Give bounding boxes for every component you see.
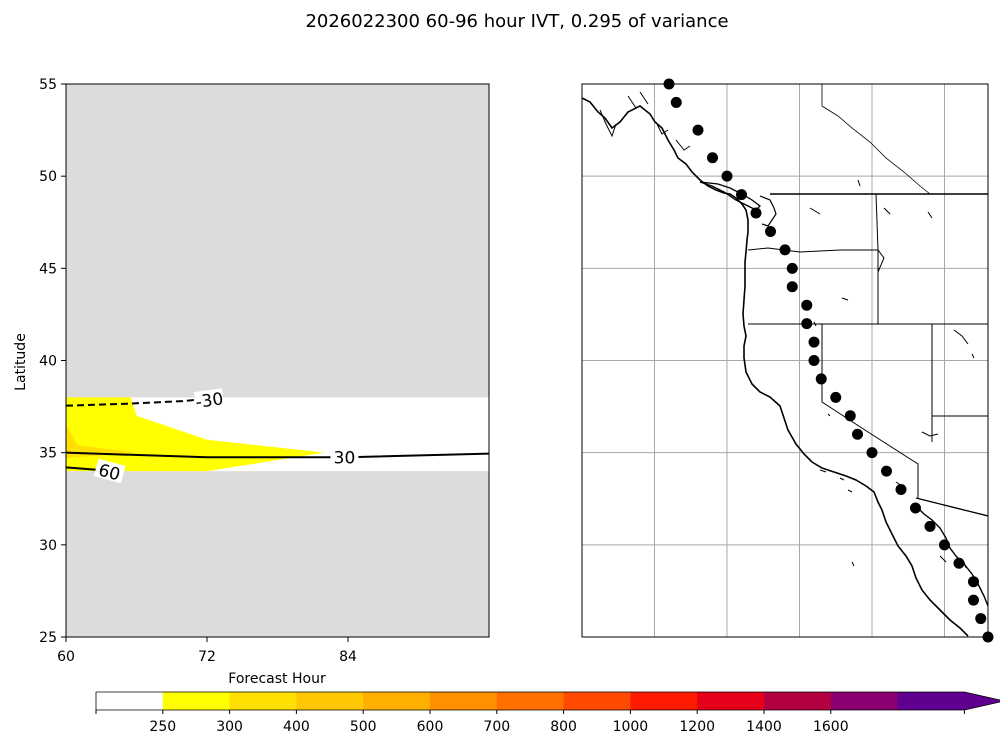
coastal-point xyxy=(830,391,842,403)
x-axis-ticks: 60 72 84 xyxy=(57,637,357,665)
coastal-point xyxy=(939,539,950,551)
y-tick-label: 35 xyxy=(39,446,57,462)
colorbar-cell xyxy=(697,692,765,710)
y-axis-label: Latitude xyxy=(13,333,29,391)
province-borders xyxy=(821,84,931,195)
colorbar-tick-label: 400 xyxy=(283,719,310,735)
colorbar-cell xyxy=(96,692,164,710)
colorbar-cell xyxy=(229,692,297,710)
coastal-point xyxy=(881,465,892,477)
x-tick-label: 72 xyxy=(198,649,216,665)
colorbar-tick-label: 1000 xyxy=(613,719,649,735)
coastal-point xyxy=(808,355,820,366)
y-tick-label: 55 xyxy=(39,77,57,93)
x-tick-label: 60 xyxy=(57,649,75,665)
coastal-point xyxy=(736,189,747,201)
coastal-point xyxy=(852,428,863,440)
filled-contour-1 xyxy=(66,425,137,459)
coastal-point xyxy=(801,318,813,330)
y-tick-label: 45 xyxy=(39,261,57,277)
contour-label: 30 xyxy=(334,448,356,468)
bc-fjords xyxy=(599,91,691,151)
coastal-point xyxy=(975,613,987,625)
contour-label: -30 xyxy=(194,389,224,413)
colorbar-cell xyxy=(363,692,431,710)
coastal-point xyxy=(895,484,907,496)
coastal-point xyxy=(844,410,856,422)
state-borders xyxy=(747,193,988,498)
coastal-point xyxy=(786,281,798,293)
contour-label-bg xyxy=(330,447,359,466)
coastal-point xyxy=(765,225,776,237)
coastal-point xyxy=(910,502,921,514)
map-gridlines xyxy=(582,84,988,637)
baja-gulf-coast xyxy=(917,507,988,607)
y-axis-ticks: 25 30 35 40 45 50 55 xyxy=(39,77,66,646)
contour-line-1 xyxy=(65,451,490,459)
coastal-point xyxy=(924,520,936,532)
colorbar-tick-label: 300 xyxy=(216,719,243,735)
us-mexico-border xyxy=(915,497,988,517)
colorbar-cell xyxy=(430,692,498,710)
y-tick-label: 40 xyxy=(39,354,57,370)
colorbar-cells xyxy=(96,692,1000,710)
map-frame xyxy=(581,83,989,638)
contour-panel: -30 30 60 60 72 84 25 30 35 40 45 50 55 Forecast H… xyxy=(13,77,490,687)
coastal-point xyxy=(707,152,718,164)
coastal-point xyxy=(721,170,733,182)
map-geography xyxy=(582,84,988,637)
filled-contours xyxy=(66,397,325,472)
coastline xyxy=(582,97,969,637)
coastal-point xyxy=(866,447,878,459)
colorbar-cell xyxy=(630,692,698,710)
coastal-point xyxy=(808,336,820,348)
colorbar-tick-label: 800 xyxy=(550,719,577,735)
puget-sound xyxy=(759,195,777,227)
colorbar-tick-label: 500 xyxy=(350,719,377,735)
colorbar-cell xyxy=(296,692,364,710)
contour-label-bg xyxy=(194,388,225,411)
coastal-point xyxy=(801,299,813,311)
coastal-point xyxy=(779,244,791,256)
contour-plot-area xyxy=(66,84,489,637)
contour-label-bg xyxy=(93,458,126,484)
coastal-point xyxy=(670,96,682,108)
y-tick-label: 25 xyxy=(39,630,57,646)
x-axis-label: Forecast Hour xyxy=(228,671,326,687)
y-tick-label: 50 xyxy=(39,169,57,185)
x-tick-label: 84 xyxy=(339,649,357,665)
colorbar-cell xyxy=(496,692,565,710)
colorbar-cell xyxy=(830,692,899,710)
coastal-point xyxy=(953,557,965,569)
coastal-point xyxy=(815,373,827,385)
contour-line-2 xyxy=(65,466,102,472)
colorbar-cell xyxy=(563,692,631,710)
colorbar-tick-label: 1400 xyxy=(746,719,782,735)
colorbar-cell xyxy=(764,692,832,710)
colorbar-cell xyxy=(162,692,231,710)
colorbar-tick-label: 600 xyxy=(417,719,444,735)
coastal-point xyxy=(750,207,762,219)
coastal-points xyxy=(663,78,994,643)
figure-title: 2026022300 60-96 hour IVT, 0.295 of vari… xyxy=(305,11,728,32)
colorbar: 250 300 400 500 600 700 800 1000 1200 1400 1600 xyxy=(95,691,1000,735)
y-tick-label: 30 xyxy=(39,538,57,554)
coastal-point xyxy=(968,576,979,588)
coastal-point xyxy=(692,124,704,136)
colorbar-tick-label: 1200 xyxy=(679,719,715,735)
colorbar-tick-label: 700 xyxy=(483,719,510,735)
colorbar-cell-extend xyxy=(897,692,1000,710)
colorbar-tick-label: 250 xyxy=(149,719,176,735)
colorbar-ticks: 250 300 400 500 600 700 800 1000 1200 1400 1600 xyxy=(95,710,965,735)
colorbar-tick-label: 1600 xyxy=(813,719,849,735)
coastal-point xyxy=(786,262,798,274)
colorbar-frame xyxy=(95,691,1000,711)
coastal-point xyxy=(968,594,979,606)
map-panel xyxy=(581,78,994,643)
